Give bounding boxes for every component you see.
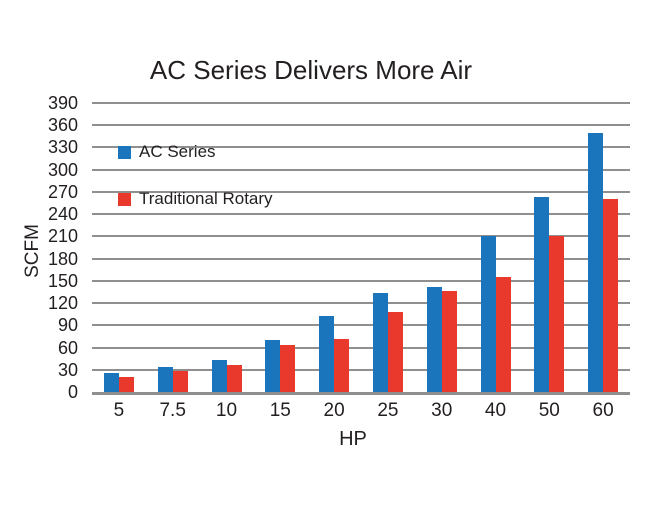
bar-traditional-rotary-20: [334, 339, 350, 392]
bar-traditional-rotary-25: [387, 311, 403, 392]
y-tick-label: 120: [47, 293, 78, 314]
bar-traditional-rotary-60: [603, 198, 619, 392]
gridline: [92, 235, 630, 238]
bar-ac-series-15: [265, 340, 281, 392]
gridline: [92, 190, 630, 193]
y-tick-label: 270: [47, 181, 78, 202]
traditional-rotary-legend-label: Traditional Rotary: [139, 189, 273, 208]
traditional-rotary-swatch: [118, 192, 131, 206]
bar-traditional-rotary-5: [118, 377, 134, 392]
y-tick-label: 240: [47, 204, 78, 225]
y-tick-label: 90: [57, 315, 78, 336]
y-tick-label: 30: [57, 359, 78, 380]
gridline: [92, 146, 630, 149]
bar-ac-series-50: [534, 197, 550, 392]
legend: AC Series Traditional Rotary: [118, 142, 273, 238]
gridline: [92, 102, 630, 104]
y-tick-label: 0: [67, 382, 78, 402]
bar-ac-series-25: [372, 292, 388, 392]
y-tick-label: 60: [57, 337, 78, 358]
gridline: [92, 257, 630, 260]
bar-traditional-rotary-40: [495, 277, 511, 392]
y-tick-label: 330: [47, 137, 78, 158]
plot-area: AC Series Traditional Rotary: [92, 102, 630, 395]
x-tick-label: 60: [592, 400, 614, 421]
ac-series-swatch: [118, 145, 131, 159]
gridline: [92, 368, 630, 371]
bar-ac-series-30: [426, 286, 442, 392]
x-tick-label: 50: [538, 400, 560, 421]
x-tick-label: 5: [113, 400, 125, 421]
legend-item-traditional-rotary: Traditional Rotary: [118, 189, 273, 208]
y-tick-label: 360: [47, 115, 78, 136]
x-tick-label: 40: [484, 400, 507, 421]
y-tick-label: 180: [47, 248, 78, 269]
bar-ac-series-20: [319, 315, 335, 392]
bar-ac-series-10: [211, 360, 227, 392]
y-tick-label: 300: [47, 159, 78, 180]
x-axis-title: HP: [339, 428, 367, 450]
x-tick-label: 20: [323, 400, 345, 421]
x-tick-label: 15: [269, 400, 291, 421]
gridline: [92, 346, 630, 349]
bar-traditional-rotary-30: [441, 291, 457, 392]
y-tick-label: 150: [47, 270, 78, 291]
bar-traditional-rotary-50: [549, 236, 565, 392]
bar-traditional-rotary-10: [226, 365, 242, 392]
x-tick-label: 10: [215, 400, 238, 421]
bar-traditional-rotary-15: [280, 344, 296, 392]
ac-series-legend-label: AC Series: [139, 142, 216, 161]
gridline: [92, 324, 630, 327]
bar-ac-series-7.5: [157, 366, 173, 392]
gridline: [92, 302, 630, 305]
bar-ac-series-5: [103, 373, 119, 392]
gridline: [92, 213, 630, 216]
chart-title: AC Series Delivers More Air: [149, 55, 473, 85]
legend-item-ac-series: AC Series: [118, 142, 273, 161]
x-tick-label: 7.5: [159, 400, 186, 421]
gridline: [92, 168, 630, 171]
bar-ac-series-60: [588, 132, 604, 392]
gridline: [92, 124, 630, 127]
y-tick-label: 210: [47, 226, 78, 247]
bar-traditional-rotary-7.5: [172, 371, 188, 392]
y-tick-label: 390: [47, 93, 78, 113]
gridline: [92, 279, 630, 282]
x-tick-label: 30: [431, 400, 453, 421]
x-tick-label: 25: [377, 400, 399, 421]
bar-ac-series-40: [480, 236, 496, 392]
